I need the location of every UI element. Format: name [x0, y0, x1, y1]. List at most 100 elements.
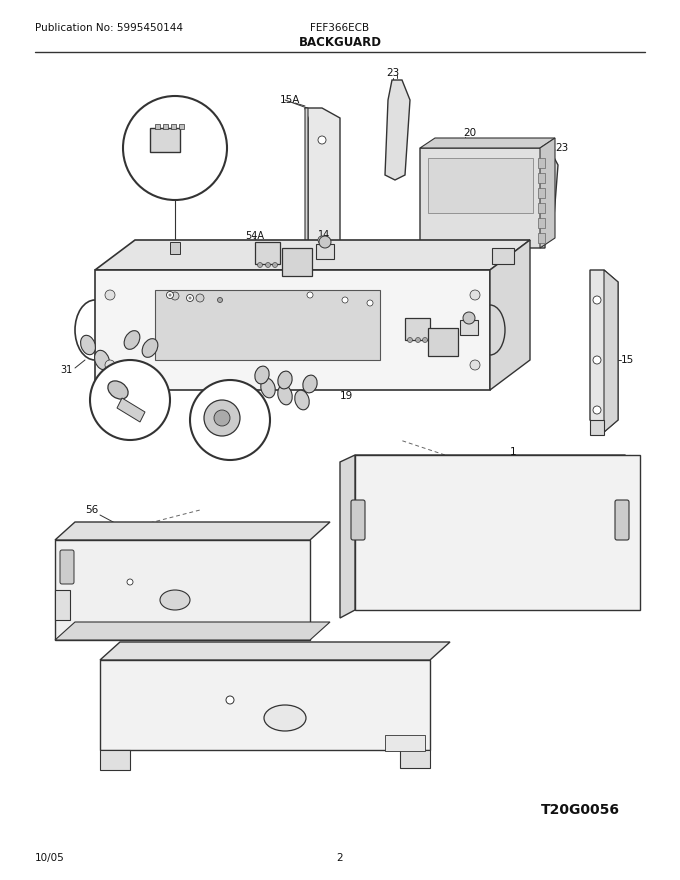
Text: 14: 14 [462, 303, 474, 313]
Ellipse shape [303, 375, 317, 392]
Ellipse shape [95, 350, 109, 370]
Ellipse shape [108, 381, 128, 400]
Text: Publication No: 5995450144: Publication No: 5995450144 [35, 23, 183, 33]
Circle shape [342, 297, 348, 303]
Polygon shape [355, 455, 640, 610]
Polygon shape [155, 290, 380, 360]
Circle shape [470, 290, 480, 300]
Circle shape [226, 696, 234, 704]
FancyBboxPatch shape [282, 248, 312, 276]
Circle shape [90, 360, 170, 440]
Text: 23: 23 [386, 68, 400, 78]
Text: 19: 19 [340, 391, 353, 401]
FancyBboxPatch shape [538, 218, 545, 228]
Ellipse shape [294, 390, 309, 410]
FancyBboxPatch shape [538, 203, 545, 213]
Ellipse shape [255, 366, 269, 384]
Polygon shape [95, 390, 135, 410]
Circle shape [127, 579, 133, 585]
FancyBboxPatch shape [492, 248, 514, 264]
Ellipse shape [277, 385, 292, 405]
Circle shape [105, 290, 115, 300]
Polygon shape [55, 622, 330, 640]
Polygon shape [590, 270, 618, 432]
Text: 14: 14 [318, 230, 330, 240]
Polygon shape [604, 270, 618, 432]
Ellipse shape [81, 335, 95, 355]
Text: 46: 46 [246, 421, 259, 431]
FancyBboxPatch shape [538, 173, 545, 183]
Circle shape [123, 96, 227, 200]
FancyBboxPatch shape [150, 128, 180, 152]
Polygon shape [533, 150, 558, 238]
Circle shape [422, 338, 428, 342]
Ellipse shape [124, 331, 140, 349]
FancyBboxPatch shape [460, 320, 478, 335]
Ellipse shape [142, 339, 158, 357]
Ellipse shape [264, 705, 306, 731]
Circle shape [196, 294, 204, 302]
Circle shape [593, 356, 601, 364]
Polygon shape [100, 750, 130, 770]
Circle shape [186, 295, 194, 302]
FancyBboxPatch shape [428, 328, 458, 356]
Circle shape [167, 291, 173, 298]
Polygon shape [305, 108, 308, 275]
Circle shape [470, 360, 480, 370]
FancyBboxPatch shape [179, 124, 184, 129]
Text: 15A: 15A [280, 95, 301, 105]
FancyBboxPatch shape [538, 188, 545, 198]
Text: 54: 54 [445, 357, 458, 367]
Polygon shape [100, 642, 450, 660]
Circle shape [593, 406, 601, 414]
Polygon shape [355, 455, 640, 480]
Polygon shape [95, 240, 530, 270]
Circle shape [265, 262, 271, 268]
Polygon shape [340, 455, 355, 618]
Text: BACKGUARD: BACKGUARD [299, 35, 381, 48]
Circle shape [307, 292, 313, 298]
Circle shape [463, 312, 475, 324]
FancyBboxPatch shape [316, 244, 334, 259]
Polygon shape [400, 750, 430, 768]
Text: 20A: 20A [505, 240, 524, 250]
FancyBboxPatch shape [351, 500, 365, 540]
Polygon shape [540, 138, 555, 248]
Text: 2: 2 [337, 853, 343, 863]
Polygon shape [100, 660, 430, 750]
Polygon shape [55, 522, 330, 540]
Polygon shape [490, 240, 530, 390]
Polygon shape [420, 138, 555, 148]
FancyBboxPatch shape [255, 242, 280, 264]
Circle shape [190, 380, 270, 460]
Circle shape [171, 292, 179, 300]
Circle shape [318, 136, 326, 144]
Polygon shape [95, 270, 490, 390]
Circle shape [214, 410, 230, 426]
Circle shape [105, 360, 115, 370]
Circle shape [188, 297, 192, 299]
Polygon shape [55, 590, 70, 620]
Circle shape [218, 297, 222, 303]
Text: FEF366ECB: FEF366ECB [310, 23, 369, 33]
Circle shape [407, 338, 413, 342]
Text: 31: 31 [248, 413, 260, 423]
Text: 23: 23 [555, 143, 568, 153]
FancyBboxPatch shape [163, 124, 168, 129]
Text: 31: 31 [60, 365, 72, 375]
FancyBboxPatch shape [155, 124, 160, 129]
FancyBboxPatch shape [428, 158, 533, 213]
Text: 15: 15 [621, 355, 634, 365]
Polygon shape [55, 540, 310, 640]
Text: 24: 24 [192, 145, 207, 155]
Polygon shape [420, 148, 545, 248]
Text: 10/05: 10/05 [35, 853, 65, 863]
FancyBboxPatch shape [615, 500, 629, 540]
Ellipse shape [278, 371, 292, 389]
Polygon shape [385, 80, 410, 180]
Polygon shape [305, 108, 340, 278]
Circle shape [318, 236, 326, 244]
FancyBboxPatch shape [170, 242, 180, 254]
Text: T20G0056: T20G0056 [541, 803, 620, 817]
Text: 54A: 54A [388, 305, 407, 315]
